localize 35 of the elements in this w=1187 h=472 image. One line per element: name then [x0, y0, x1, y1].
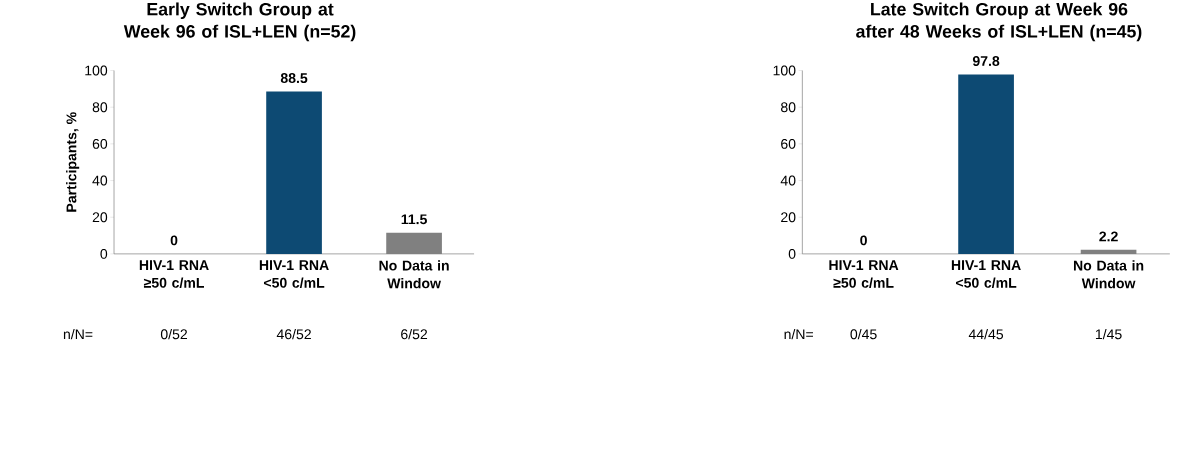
y-tick-label: 0 [100, 248, 108, 259]
data-label: 2.2 [1099, 231, 1118, 242]
text: 0/45 [850, 328, 877, 340]
y-tick-label: 100 [773, 65, 796, 76]
y-tick-label: 80 [781, 102, 796, 113]
data-label: 0 [170, 235, 178, 246]
y-tick-label: 80 [92, 102, 108, 113]
data-label: 88.5 [280, 73, 308, 84]
y-tick-label: 20 [781, 212, 796, 223]
text: 46/52 [276, 328, 311, 340]
y-tick-label: 40 [780, 175, 796, 186]
y-tick-label: 20 [92, 212, 108, 223]
data-label: 97.8 [972, 56, 1000, 66]
x-tick-label: No Data in Window [1073, 260, 1144, 289]
text: n/N= [784, 328, 813, 340]
chart-title: Early Switch Group at Week 96 of ISL+LEN (n=52) [123, 2, 356, 42]
x-tick-label: HIV-1 RNA ≥50 c/mL [829, 260, 899, 288]
text: 6/52 [401, 328, 428, 340]
x-tick-label: No Data in Window [379, 260, 449, 289]
y-axis-title: Participants, % [66, 112, 80, 212]
text: n/N= [63, 328, 93, 340]
text: 1/45 [1095, 328, 1122, 340]
y-tick-label: 0 [788, 248, 796, 259]
y-tick-label: 60 [92, 138, 108, 149]
data-label: 0 [860, 235, 867, 246]
y-tick-label: 40 [92, 175, 108, 186]
x-tick-label: HIV-1 RNA <50 c/mL [951, 260, 1021, 288]
text: 44/45 [968, 328, 1004, 340]
x-tick-label: HIV-1 RNA ≥50 c/mL [139, 260, 209, 288]
y-tick-label: 100 [85, 65, 108, 76]
data-label: 11.5 [401, 214, 427, 225]
x-tick-label: HIV-1 RNA <50 c/mL [259, 260, 329, 288]
text: 0/52 [160, 328, 187, 340]
y-tick-label: 60 [781, 138, 796, 149]
chart-title: Late Switch Group at Week 96 after 48 Weeks of ISL+LEN (n=45) [856, 2, 1142, 42]
